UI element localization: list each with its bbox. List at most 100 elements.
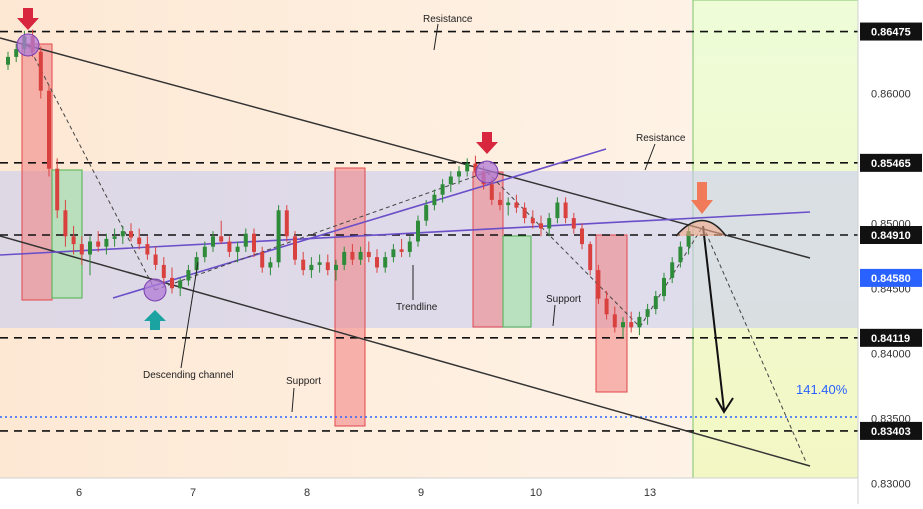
candle-body — [235, 246, 240, 252]
candle-body — [342, 251, 347, 265]
annotation-pointer — [433, 23, 439, 51]
highlight-boxes — [21, 43, 628, 427]
candle-body — [38, 51, 43, 91]
candle-body — [55, 168, 60, 211]
top-arc — [675, 219, 727, 237]
x-tick-label: 10 — [530, 487, 542, 499]
candle-body — [473, 163, 478, 172]
highlight-box — [472, 171, 504, 328]
candle-body — [137, 237, 142, 245]
candle-body — [194, 257, 199, 271]
candle-body — [161, 264, 166, 278]
annotation-resistance-top: Resistance — [423, 14, 473, 25]
candle-body — [448, 176, 453, 185]
y-tick-label: 0.83000 — [871, 478, 911, 490]
wave-dashed-line — [154, 171, 488, 291]
candle-body — [243, 233, 248, 247]
candle-body — [547, 218, 552, 229]
candle-body — [670, 262, 675, 278]
x-tick-label: 13 — [644, 487, 656, 499]
candle-body — [71, 236, 76, 245]
candle-body — [637, 316, 642, 328]
candle-body — [252, 233, 256, 252]
y-tick-label: 0.84000 — [871, 348, 911, 360]
trend-lines — [0, 37, 811, 467]
candle-body — [96, 241, 101, 247]
channel-lower-line — [0, 235, 811, 467]
x-axis: 6 7 8 9 10 13 — [76, 487, 656, 499]
candle-body — [260, 251, 265, 268]
candle-body — [440, 184, 445, 195]
wave-dashed-line — [486, 171, 641, 328]
pivot-circle — [16, 33, 40, 57]
level-badge-label: 0.83403 — [871, 426, 911, 438]
candle-body — [653, 296, 658, 310]
candle-body — [489, 184, 494, 200]
candle-body — [334, 264, 338, 271]
y-axis-panel — [858, 0, 923, 504]
candle-body — [645, 309, 650, 317]
markers — [16, 8, 727, 413]
candle-body — [104, 238, 109, 247]
pivot-circle — [475, 160, 499, 184]
candle-body — [186, 270, 191, 281]
level-badge — [860, 421, 922, 440]
annotation-support-mid: Support — [546, 294, 581, 305]
annotation-descending-channel: Descending channel — [143, 370, 234, 381]
up-arrow-icon — [144, 310, 166, 330]
down-arrow-icon — [691, 182, 713, 214]
candle-body — [580, 228, 584, 245]
annotation-resistance-mid: Resistance — [636, 133, 686, 144]
rising-line — [112, 148, 607, 299]
candle-body — [588, 244, 593, 271]
candle-body — [317, 262, 322, 265]
candle-body — [120, 231, 125, 237]
candle-body — [63, 210, 68, 237]
candle-body — [678, 246, 683, 263]
candle-body — [358, 251, 363, 260]
candle-body — [375, 257, 379, 268]
annotation-pointer — [552, 304, 556, 327]
candle-body — [268, 262, 273, 268]
candle-body — [416, 220, 420, 242]
annotation-pointer — [291, 387, 295, 413]
candle-body — [604, 298, 609, 315]
annotation-pointer — [180, 261, 199, 369]
level-badge-label: 0.84910 — [871, 230, 911, 242]
candle-body — [202, 246, 207, 258]
candle-body — [145, 244, 150, 255]
range-box — [0, 171, 858, 328]
down-arrow-icon — [476, 132, 498, 154]
level-badge — [860, 153, 922, 172]
y-axis: 0.860000.855000.850000.845000.840000.835… — [860, 22, 922, 490]
level-badge-label: 0.84580 — [871, 273, 911, 285]
candle-body — [47, 90, 51, 169]
projection-arrow-line — [702, 225, 725, 411]
level-badge — [860, 22, 922, 41]
down-arrow-icon — [17, 8, 39, 30]
candle-body — [498, 199, 502, 206]
projection-dashed-line — [702, 225, 807, 463]
highlight-box — [595, 234, 628, 393]
candle-body — [539, 223, 543, 229]
candle-body — [211, 236, 215, 247]
candle-body — [391, 249, 396, 258]
candle-body — [88, 241, 92, 255]
x-axis-panel — [0, 478, 858, 504]
y-tick-label: 0.86000 — [871, 88, 911, 100]
candle-body — [219, 236, 224, 242]
x-tick-label: 6 — [76, 487, 82, 499]
candle-body — [662, 277, 666, 297]
pivot-circle — [143, 278, 167, 302]
candle-body — [399, 249, 404, 252]
candle-body — [284, 210, 289, 237]
candle-body — [621, 322, 625, 328]
candle-body — [178, 280, 183, 289]
candle-body — [293, 236, 297, 260]
level-badge — [860, 268, 922, 287]
level-badge-label: 0.86475 — [871, 27, 911, 39]
candle-body — [153, 254, 158, 265]
level-badge-label: 0.85465 — [871, 158, 911, 170]
